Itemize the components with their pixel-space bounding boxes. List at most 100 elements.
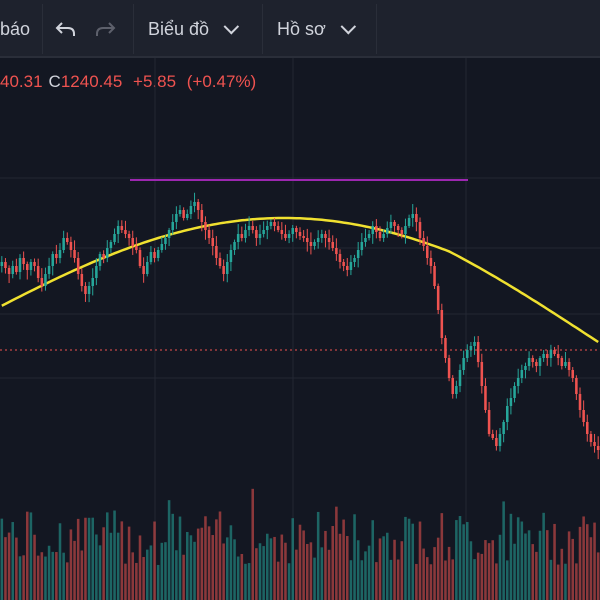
candle-body <box>11 266 14 274</box>
volume-bar <box>146 549 149 600</box>
candle-body <box>153 252 156 258</box>
candle-body <box>233 242 236 250</box>
low-value: 40.31 <box>0 72 43 91</box>
alert-button[interactable]: báo <box>0 0 30 58</box>
change-percent: (+0.47%) <box>186 72 257 91</box>
volume-bar <box>262 546 265 600</box>
volume-bar <box>142 556 145 600</box>
candle-body <box>586 422 589 434</box>
volume-bar <box>18 556 22 600</box>
candle-body <box>400 230 404 234</box>
candle-body <box>335 248 338 254</box>
volume-bar <box>393 539 396 600</box>
volume-bar <box>236 556 240 600</box>
candle-body <box>58 250 62 258</box>
candle-body <box>556 354 560 358</box>
candle-body <box>382 234 385 238</box>
profile-menu-button[interactable]: Hồ sơ <box>277 0 356 58</box>
volume-bar <box>273 536 276 600</box>
candle-body <box>142 266 145 274</box>
volume-bar <box>418 521 422 600</box>
volume-bar <box>291 518 294 600</box>
candle-body <box>284 234 287 238</box>
candle-body <box>440 310 444 338</box>
volume-bar <box>469 541 473 600</box>
volume-bar <box>396 559 400 600</box>
volume-bar <box>516 517 520 600</box>
candle-body <box>527 358 531 366</box>
candle-body <box>411 214 414 218</box>
redo-button[interactable] <box>94 0 116 58</box>
volume-bar <box>66 562 69 600</box>
volume-bar <box>15 537 18 600</box>
candle-body <box>458 370 462 386</box>
volume-bar <box>80 550 84 600</box>
volume-bar <box>106 512 109 600</box>
candle-body <box>33 262 36 266</box>
candle-body <box>575 378 578 394</box>
candle-body <box>338 254 342 262</box>
candle-body <box>29 262 33 270</box>
candle-body <box>80 274 84 286</box>
candle-body <box>138 250 142 266</box>
candle-body <box>26 264 29 270</box>
volume-bar <box>269 538 273 600</box>
volume-bar <box>360 560 364 600</box>
volume-bar <box>255 548 258 600</box>
volume-bar <box>513 543 516 600</box>
candle-body <box>189 206 193 214</box>
candle-body <box>73 250 76 258</box>
candle-body <box>124 230 127 234</box>
volume-bar <box>538 530 542 600</box>
volume-bar <box>520 521 524 600</box>
candle-body <box>356 250 360 258</box>
volume-bar <box>302 530 305 600</box>
volume-bar <box>76 518 80 600</box>
volume-bar <box>324 530 327 600</box>
volume-bar <box>204 516 207 600</box>
volume-bar <box>415 563 418 600</box>
volume-bar <box>444 560 447 600</box>
candle-body <box>396 226 400 230</box>
candle-body <box>364 238 367 242</box>
candle-body <box>462 358 465 370</box>
undo-button[interactable] <box>55 0 77 58</box>
volume-bar <box>73 540 76 600</box>
chevron-down-icon <box>340 18 356 34</box>
candle-body <box>131 238 134 246</box>
volume-bar <box>386 532 389 600</box>
alert-label: báo <box>0 18 31 39</box>
candle-body <box>509 398 513 406</box>
volume-bar <box>353 514 356 600</box>
candle-body <box>84 286 87 294</box>
candle-body <box>36 266 40 278</box>
candle-body <box>186 214 189 218</box>
candle-body <box>62 238 65 250</box>
candle-body <box>393 222 396 226</box>
candle-body <box>476 342 480 362</box>
volume-bar <box>306 543 309 600</box>
candle-body <box>473 342 476 346</box>
volume-bar <box>113 510 116 600</box>
volume-bar <box>447 546 451 600</box>
volume-bar <box>211 535 214 600</box>
toolbar-divider <box>133 4 134 54</box>
candle-body <box>324 234 327 238</box>
candle-body <box>313 242 316 246</box>
volume-bar <box>247 563 251 600</box>
volume-bar <box>26 511 29 600</box>
volume-bar <box>429 564 433 600</box>
candle-body <box>480 362 484 386</box>
candle-body <box>520 370 524 378</box>
candle-body <box>207 230 211 238</box>
candle-body <box>367 234 371 238</box>
volume-bar <box>120 521 124 600</box>
candle-body <box>146 262 149 274</box>
candle-body <box>258 234 262 238</box>
candle-body <box>204 222 207 230</box>
price-chart[interactable] <box>0 58 600 600</box>
volume-bar <box>567 531 571 600</box>
candle-body <box>69 242 73 250</box>
chart-menu-button[interactable]: Biểu đồ <box>148 0 240 58</box>
volume-bar <box>364 551 367 600</box>
